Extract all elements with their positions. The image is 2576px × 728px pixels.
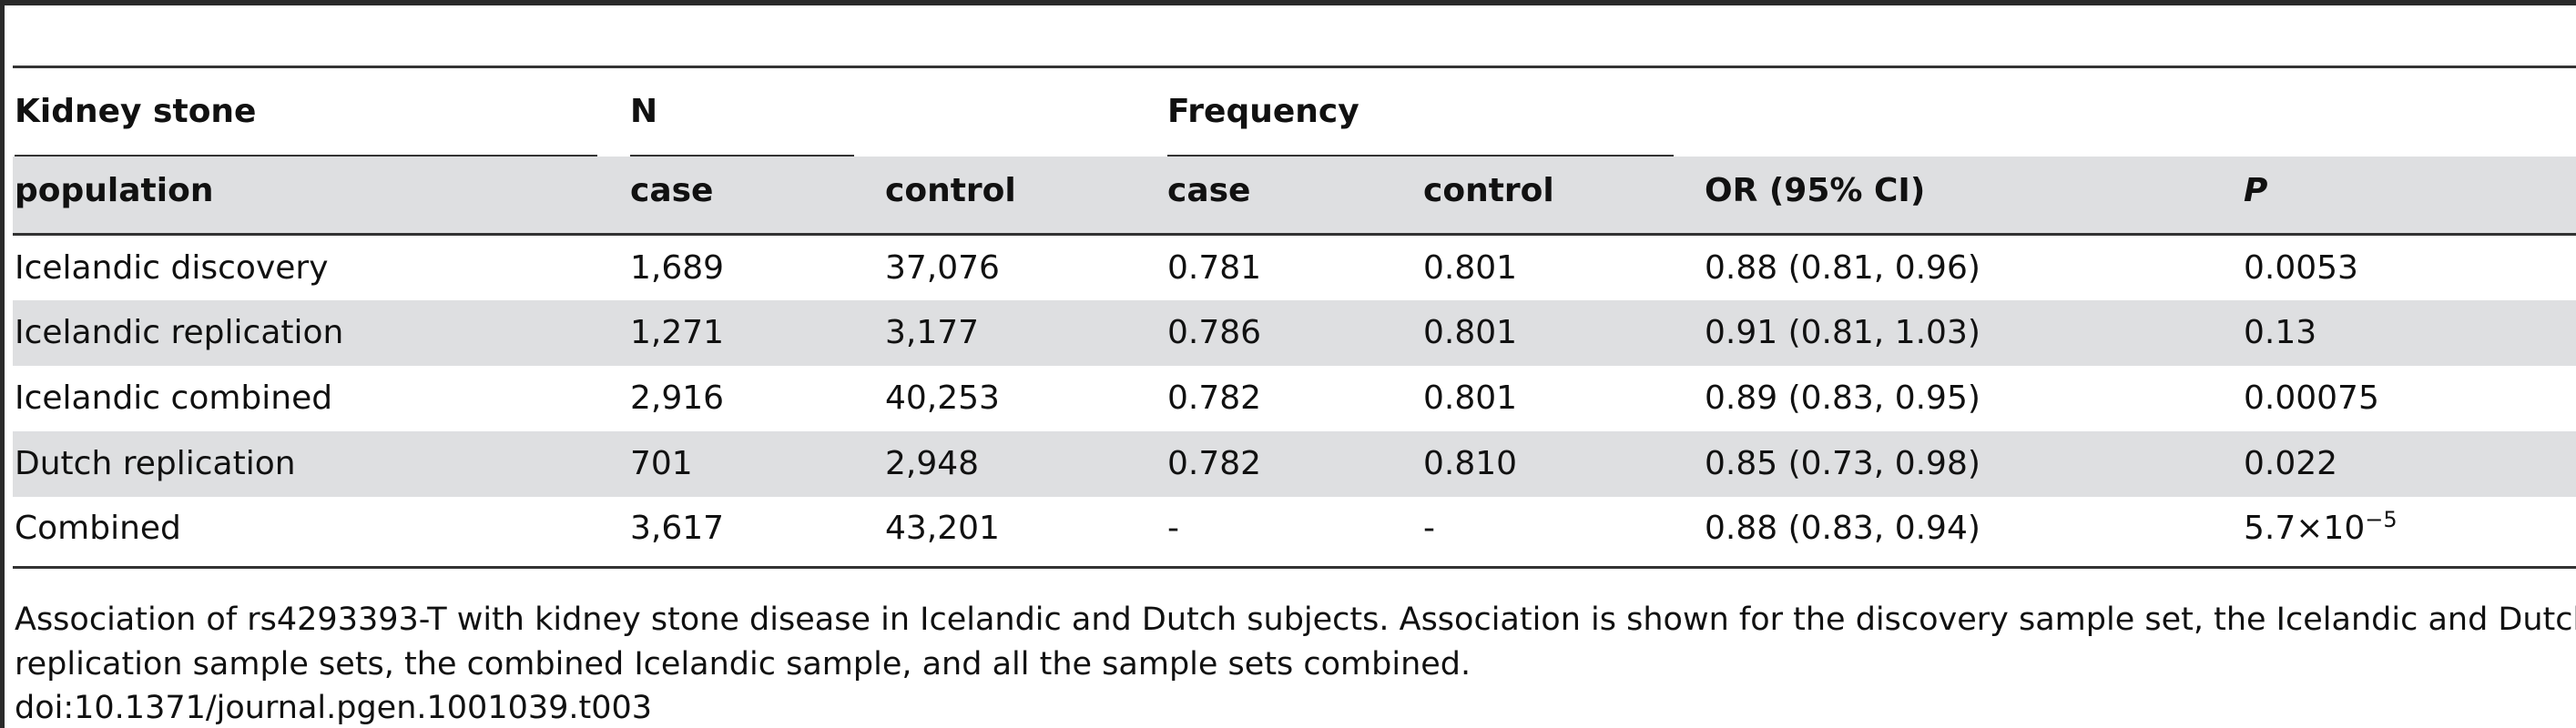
cell-n-control: 2,948 bbox=[885, 445, 980, 482]
header-or: OR (95% CI) bbox=[1705, 172, 1926, 209]
header-p: P bbox=[2244, 172, 2268, 209]
cell-freq-control: 0.801 bbox=[1423, 314, 1518, 351]
cell-or: 0.91 (0.81, 1.03) bbox=[1705, 314, 1980, 351]
cell-freq-case: 0.782 bbox=[1167, 379, 1262, 417]
header-n-case: case bbox=[630, 172, 714, 209]
table-top-rule bbox=[13, 66, 2576, 68]
header-frequency: Frequency bbox=[1167, 93, 1359, 130]
header-population: population bbox=[15, 172, 214, 209]
cell-freq-case: 0.786 bbox=[1167, 314, 1262, 351]
n-underline bbox=[630, 155, 854, 157]
cell-n-case: 1,271 bbox=[630, 314, 725, 351]
cell-population: Icelandic combined bbox=[15, 379, 333, 417]
row-band-2 bbox=[13, 300, 2576, 366]
cell-freq-control: - bbox=[1423, 510, 1435, 547]
cell-population: Combined bbox=[15, 510, 181, 547]
cell-n-case: 1,689 bbox=[630, 249, 725, 287]
cell-freq-control: 0.801 bbox=[1423, 249, 1518, 287]
cell-n-control: 37,076 bbox=[885, 249, 1000, 287]
caption-line-2: replication sample sets, the combined Ic… bbox=[15, 646, 1471, 682]
header-freq-control: control bbox=[1423, 172, 1554, 209]
cell-population: Icelandic replication bbox=[15, 314, 344, 351]
cell-or: 0.89 (0.83, 0.95) bbox=[1705, 379, 1980, 417]
table-bottom-rule bbox=[13, 566, 2576, 569]
cell-freq-control: 0.801 bbox=[1423, 379, 1518, 417]
cell-p: 5.7×10−5 bbox=[2244, 509, 2398, 549]
cell-or: 0.88 (0.81, 0.96) bbox=[1705, 249, 1980, 287]
cell-population: Icelandic discovery bbox=[15, 249, 329, 287]
cell-p: 0.13 bbox=[2244, 314, 2317, 351]
cell-population: Dutch replication bbox=[15, 445, 296, 482]
cell-n-case: 3,617 bbox=[630, 510, 725, 547]
cell-freq-case: - bbox=[1167, 510, 1179, 547]
row-band-4 bbox=[13, 431, 2576, 497]
doi-link[interactable]: doi:10.1371/journal.pgen.1001039.t003 bbox=[15, 690, 653, 726]
kidney-stone-underline bbox=[15, 155, 597, 157]
header-n-control: control bbox=[885, 172, 1016, 209]
left-border bbox=[0, 0, 5, 728]
cell-freq-control: 0.810 bbox=[1423, 445, 1518, 482]
caption-line-1: Association of rs4293393-T with kidney s… bbox=[15, 602, 2576, 638]
frequency-underline bbox=[1167, 155, 1674, 157]
cell-n-control: 3,177 bbox=[885, 314, 980, 351]
cell-p: 0.00075 bbox=[2244, 379, 2379, 417]
cell-or: 0.88 (0.83, 0.94) bbox=[1705, 510, 1980, 547]
header-kidney-stone: Kidney stone bbox=[15, 93, 257, 130]
cell-p: 0.0053 bbox=[2244, 249, 2358, 287]
p-value-base: 5.7×10 bbox=[2244, 510, 2366, 547]
cell-n-case: 2,916 bbox=[630, 379, 725, 417]
cell-n-control: 40,253 bbox=[885, 379, 1000, 417]
header-freq-case: case bbox=[1167, 172, 1251, 209]
p-value-exponent: −5 bbox=[2365, 507, 2398, 532]
subheader-background bbox=[13, 157, 2576, 233]
cell-n-control: 43,201 bbox=[885, 510, 1000, 547]
cell-p: 0.022 bbox=[2244, 445, 2338, 482]
header-n: N bbox=[630, 93, 658, 130]
top-border bbox=[0, 0, 2576, 5]
cell-freq-case: 0.781 bbox=[1167, 249, 1262, 287]
cell-or: 0.85 (0.73, 0.98) bbox=[1705, 445, 1980, 482]
cell-freq-case: 0.782 bbox=[1167, 445, 1262, 482]
subheader-rule bbox=[13, 233, 2576, 236]
cell-n-case: 701 bbox=[630, 445, 693, 482]
